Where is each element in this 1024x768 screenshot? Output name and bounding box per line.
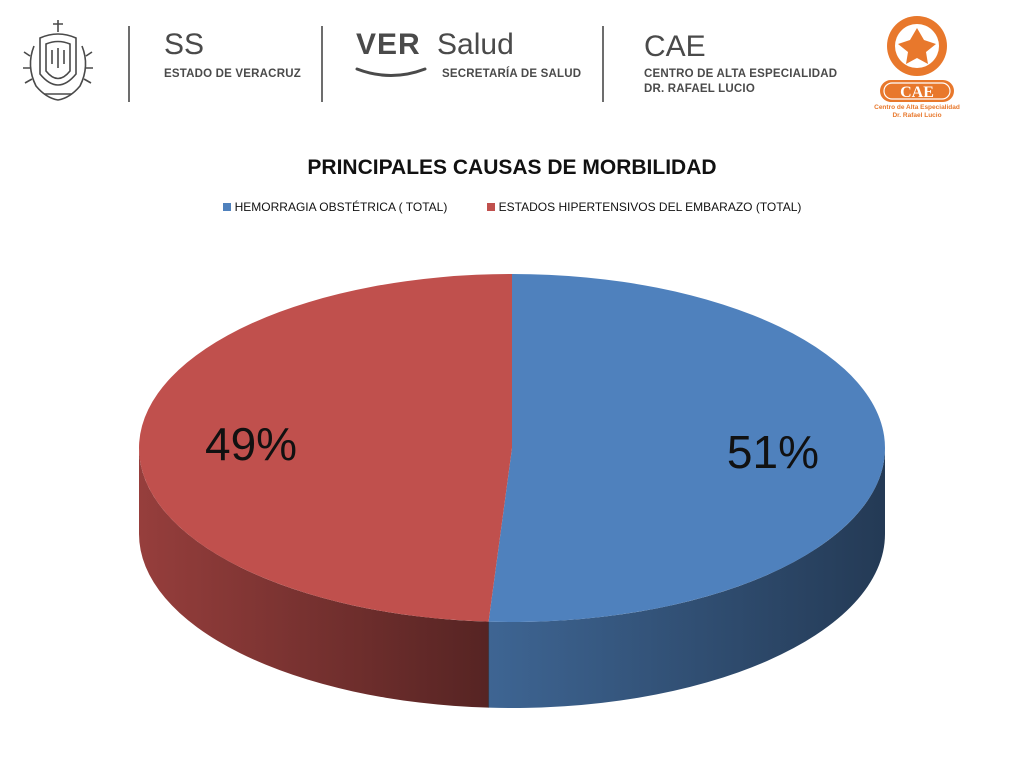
header-divider bbox=[128, 26, 130, 102]
legend-label-0: HEMORRAGIA OBSTÉTRICA ( TOTAL) bbox=[234, 200, 448, 214]
pie-wall-0 bbox=[488, 448, 885, 708]
veracruz-coat-of-arms-icon bbox=[23, 20, 93, 101]
header-divider bbox=[321, 26, 323, 102]
legend-swatch-1 bbox=[486, 203, 495, 211]
swoosh-icon bbox=[355, 67, 427, 77]
header: SS ESTADO DE VERACRUZ VER Salud SECRETAR… bbox=[0, 0, 1024, 135]
pie-data-label-1: 49% bbox=[205, 418, 297, 470]
header-divider bbox=[602, 26, 604, 102]
cae-line1: CENTRO DE ALTA ESPECIALIDAD bbox=[644, 68, 838, 80]
cae-logo-badge: CAE bbox=[900, 84, 934, 101]
legend-label-1: ESTADOS HIPERTENSIVOS DEL EMBARAZO (TOTA… bbox=[498, 200, 802, 214]
pie-wall-1 bbox=[139, 448, 489, 708]
pie-slice-0 bbox=[488, 274, 885, 622]
pie-data-label-0: 51% bbox=[727, 426, 819, 478]
ss-title: SS bbox=[164, 28, 205, 61]
cae-logo-line1: Centro de Alta Especialidad bbox=[874, 104, 960, 111]
chart-legend: HEMORRAGIA OBSTÉTRICA ( TOTAL) ESTADOS H… bbox=[0, 200, 1024, 214]
ver-subtitle: SECRETARÍA DE SALUD bbox=[442, 68, 582, 80]
cae-logo: CAE bbox=[880, 16, 954, 102]
ver-salud-wordmark: VER Salud bbox=[356, 30, 514, 60]
legend-swatch-0 bbox=[222, 203, 231, 211]
legend-item-1: ESTADOS HIPERTENSIVOS DEL EMBARAZO (TOTA… bbox=[486, 200, 802, 214]
pie-slice-1 bbox=[138, 274, 513, 622]
salud-label: Salud bbox=[437, 28, 514, 61]
ver-label: VER bbox=[356, 28, 421, 61]
cae-logo-line2: Dr. Rafael Lucio bbox=[892, 112, 942, 119]
chart-title: PRINCIPALES CAUSAS DE MORBILIDAD bbox=[307, 156, 717, 179]
cae-title: CAE bbox=[644, 30, 706, 63]
legend-item-0: HEMORRAGIA OBSTÉTRICA ( TOTAL) bbox=[222, 200, 448, 214]
cae-line2: DR. RAFAEL LUCIO bbox=[644, 83, 755, 95]
ss-subtitle: ESTADO DE VERACRUZ bbox=[164, 68, 301, 80]
